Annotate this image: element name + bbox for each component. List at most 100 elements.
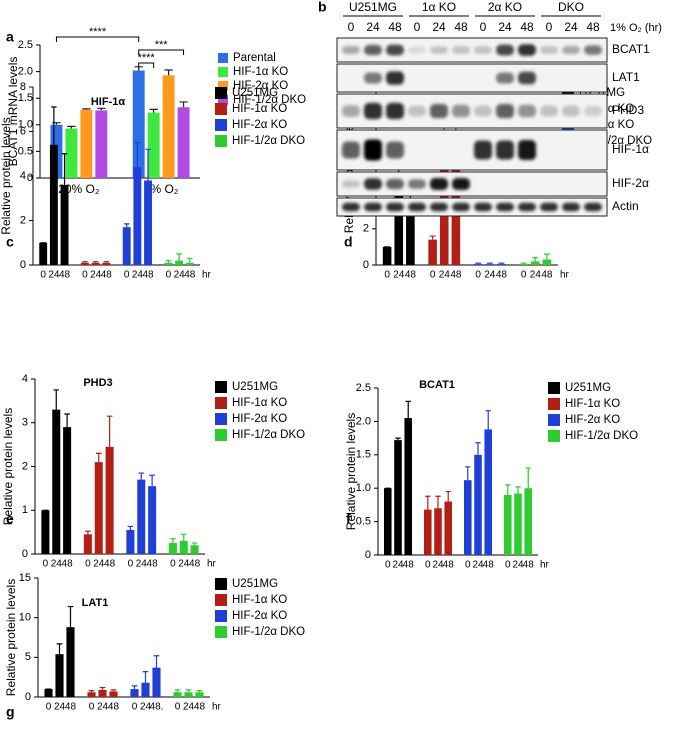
blot-band	[584, 202, 602, 212]
blot-band	[386, 141, 404, 159]
legend-label: HIF-1α KO	[565, 398, 620, 410]
error-bar	[165, 259, 172, 263]
x-tick-label: 24	[51, 559, 63, 570]
bar	[152, 667, 161, 697]
x-tick-label: 24	[512, 560, 524, 571]
bar	[80, 109, 93, 178]
legend-swatch	[215, 397, 227, 409]
x-tick-label: 0	[430, 270, 436, 281]
error-bar	[164, 69, 173, 76]
error-bar	[179, 101, 188, 108]
bar	[39, 242, 48, 265]
y-tick-label: 0	[27, 172, 33, 184]
blot-band	[518, 44, 536, 56]
bar	[185, 262, 194, 265]
x-tick-label: 0	[132, 702, 138, 713]
x-tick-label: 48	[184, 270, 196, 281]
x-tick-label: 0	[124, 270, 130, 281]
bar	[484, 429, 492, 555]
bar	[147, 112, 160, 178]
blot-band	[474, 105, 492, 117]
x-tick-label: 24	[393, 270, 405, 281]
x-tick-label: 24	[484, 270, 496, 281]
x-tick-label: 48	[189, 559, 201, 570]
y-tick-label: 2.0	[18, 66, 33, 78]
error-bar	[61, 153, 68, 185]
x-tick-label: 48	[147, 559, 159, 570]
y-axis-label: Relative protein levels	[4, 579, 18, 696]
bar	[195, 692, 204, 697]
blot-band	[408, 46, 426, 54]
y-tick-label: 4	[22, 373, 28, 385]
bar	[95, 110, 108, 178]
blot-band	[452, 177, 470, 191]
panel-label: g	[6, 704, 15, 720]
x-tick-label: 24	[136, 559, 148, 570]
blot-band	[364, 178, 382, 190]
x-tick-label: 48	[104, 559, 116, 570]
bar	[406, 198, 415, 265]
bar	[173, 692, 182, 697]
x-tick-label: 24	[140, 702, 152, 713]
blot-protein: PHD3	[612, 103, 644, 117]
legend-label: HIF-1/2α DKO	[232, 626, 305, 638]
error-bar	[465, 466, 471, 481]
y-axis-label: Relative protein levels	[0, 117, 13, 234]
blot-band	[386, 44, 404, 56]
x-tick-label: 24	[392, 560, 404, 571]
legend-swatch	[548, 430, 560, 442]
blot-time: 0	[546, 20, 553, 34]
x-tick-label: 0	[85, 559, 91, 570]
blot-band	[496, 202, 514, 212]
bar	[133, 167, 142, 265]
bar	[141, 682, 150, 697]
blot-group: DKO	[558, 0, 584, 14]
error-bar	[505, 484, 511, 495]
bar	[404, 418, 412, 555]
bar	[63, 427, 72, 554]
bar	[434, 508, 442, 555]
error-bar	[170, 538, 176, 544]
blot-band	[364, 102, 382, 120]
x-unit: hr	[207, 559, 217, 570]
significance-label: ***	[155, 39, 169, 51]
error-bar	[51, 106, 57, 145]
blot-band	[496, 72, 514, 84]
x-tick-label: 0	[43, 559, 49, 570]
legend-swatch	[215, 413, 227, 425]
error-bar	[110, 689, 117, 692]
x-tick-label: 0	[505, 560, 511, 571]
y-tick-label: 0	[363, 259, 369, 271]
blot-band	[430, 202, 448, 212]
blot-band	[364, 44, 382, 56]
blot-time: 48	[454, 20, 468, 34]
error-bar	[142, 671, 149, 683]
error-bar	[176, 253, 182, 261]
legend-swatch	[215, 429, 227, 441]
significance-bracket	[138, 62, 155, 68]
bar	[514, 493, 522, 555]
legend-label: HIF-2α KO	[233, 80, 288, 92]
error-bar	[485, 410, 491, 430]
bar	[122, 227, 131, 265]
x-tick-label: 48	[523, 560, 535, 571]
x-tick-label: 1% O₂	[144, 182, 179, 196]
x-tick-label: 0	[385, 560, 391, 571]
x-tick-label: 24	[183, 702, 195, 713]
error-bar	[134, 142, 141, 168]
legend-swatch	[218, 67, 228, 77]
legend-label: U251MG	[565, 382, 611, 394]
y-tick-label: 2.0	[356, 415, 371, 427]
error-bar	[67, 605, 74, 628]
y-tick-label: 1	[22, 504, 28, 516]
error-bar	[56, 643, 63, 655]
x-tick-label: 24	[472, 560, 484, 571]
error-bar	[543, 253, 550, 260]
bar	[384, 488, 392, 555]
panel-label: e	[6, 511, 14, 527]
error-bar	[103, 261, 110, 263]
x-tick-label: 0	[89, 702, 95, 713]
x-tick-label: 48	[108, 702, 120, 713]
error-bar	[145, 148, 151, 181]
